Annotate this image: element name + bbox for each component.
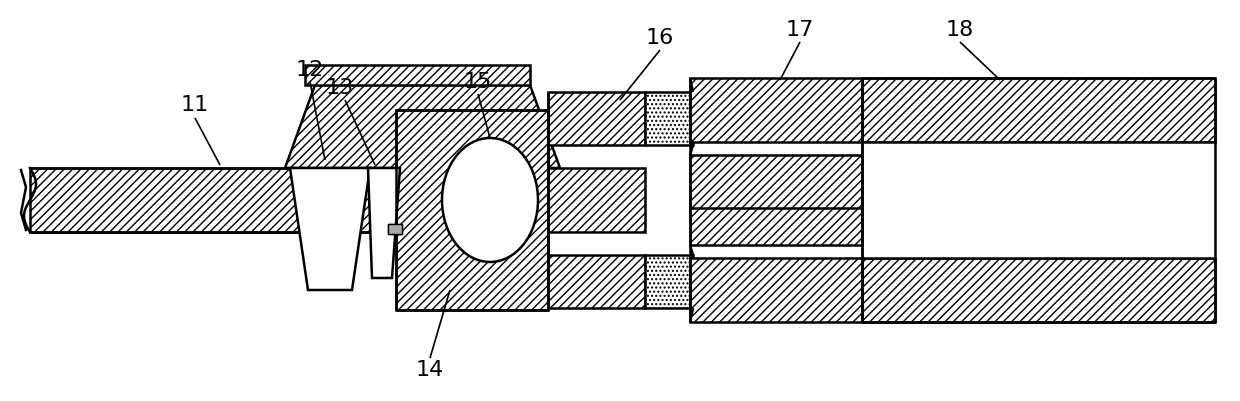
Ellipse shape <box>441 138 538 262</box>
Bar <box>689 155 862 208</box>
Text: 13: 13 <box>326 78 355 98</box>
Text: 11: 11 <box>181 95 210 115</box>
Text: 12: 12 <box>296 60 324 80</box>
Polygon shape <box>285 85 560 168</box>
Bar <box>30 168 401 232</box>
Bar <box>689 192 862 245</box>
Bar <box>862 78 1215 142</box>
Bar <box>548 168 645 232</box>
Text: 15: 15 <box>464 72 492 92</box>
Bar <box>645 92 693 145</box>
Text: 14: 14 <box>415 360 444 380</box>
Bar <box>645 255 693 308</box>
Text: 18: 18 <box>946 20 975 40</box>
Polygon shape <box>368 168 401 278</box>
Bar <box>548 255 645 308</box>
Bar <box>862 258 1215 322</box>
Bar <box>396 110 548 310</box>
Bar <box>305 65 529 85</box>
Bar <box>689 258 862 322</box>
Bar <box>388 224 402 234</box>
Text: 17: 17 <box>786 20 815 40</box>
Bar <box>548 92 645 145</box>
Polygon shape <box>290 168 370 290</box>
Bar <box>689 78 862 142</box>
Text: 16: 16 <box>646 28 675 48</box>
Bar <box>862 142 1215 258</box>
